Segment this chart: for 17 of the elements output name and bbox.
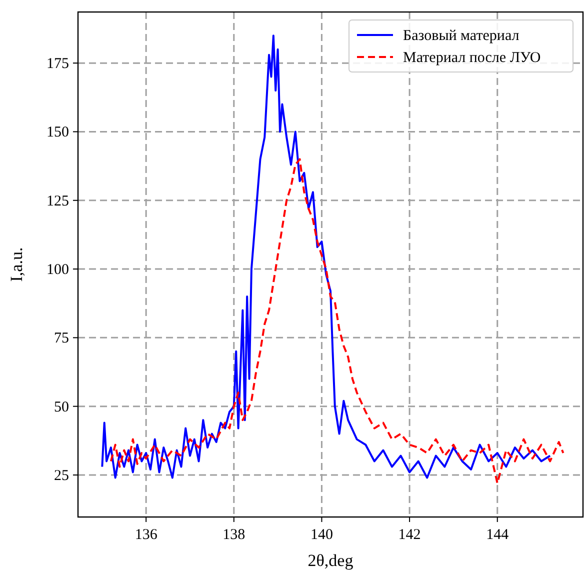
y-tick-label: 50 (54, 399, 69, 416)
legend-label: Материал после ЛУО (403, 50, 541, 66)
y-tick-label: 175 (46, 56, 69, 72)
x-tick-label: 144 (486, 527, 510, 543)
x-tick-label: 142 (398, 527, 421, 543)
legend-label: Базовый материал (403, 28, 520, 44)
line-series (110, 158, 564, 484)
y-tick-label: 75 (54, 330, 69, 347)
y-tick-label: 25 (54, 468, 69, 484)
y-tick-label: 100 (46, 262, 69, 278)
y-axis-title: I,a.u. (7, 247, 26, 282)
y-tick-label: 150 (46, 124, 69, 141)
x-tick-label: 136 (134, 527, 158, 543)
x-tick-label: 138 (222, 527, 246, 543)
y-tick-label: 125 (46, 193, 69, 210)
x-axis-title: 2θ,deg (308, 551, 354, 570)
x-tick-label: 140 (310, 527, 333, 543)
